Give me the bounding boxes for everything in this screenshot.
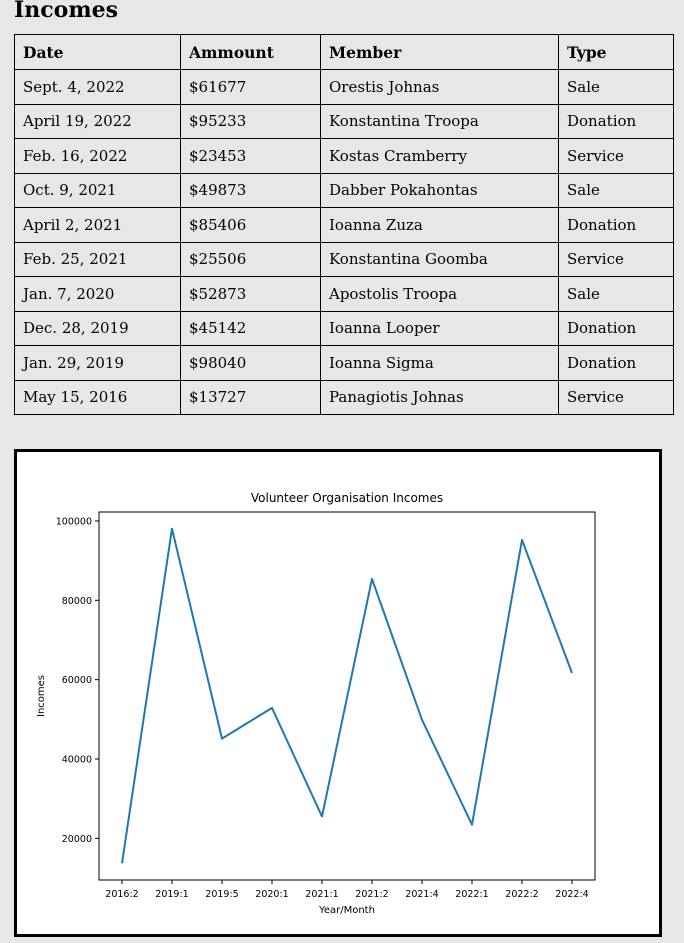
- cell-date: Oct. 9, 2021: [14, 172, 181, 208]
- table-header: Date Ammount Member Type: [14, 34, 674, 70]
- cell-amount: $13727: [180, 379, 321, 415]
- page-title: Incomes: [14, 0, 119, 23]
- x-tick-label: 2021:4: [405, 889, 438, 900]
- x-tick-label: 2020:1: [255, 889, 288, 900]
- cell-amount: $49873: [180, 172, 321, 208]
- chart-title: Volunteer Organisation Incomes: [251, 491, 443, 505]
- chart-container: Volunteer Organisation Incomes 20000 4000…: [14, 449, 662, 937]
- x-tick-label: 2022:1: [455, 889, 488, 900]
- table-row: Feb. 25, 2021 $25506 Konstantina Goomba Ser…: [14, 241, 674, 277]
- column-header-type: Type: [558, 34, 674, 70]
- cell-member: Ioanna Sigma: [320, 345, 559, 381]
- y-tick-label: 100000: [56, 516, 92, 527]
- table-row: April 2, 2021 $85406 Ioanna Zuza Donation: [14, 207, 674, 243]
- x-tick-label: 2022:2: [505, 889, 538, 900]
- cell-amount: $45142: [180, 310, 321, 346]
- x-axis: 2016:2 2019:1 2019:5 2020:1 2021:1 2021:2 2021…: [105, 880, 589, 900]
- cell-type: Donation: [558, 207, 674, 243]
- cell-member: Ioanna Looper: [320, 310, 559, 346]
- cell-date: Dec. 28, 2019: [14, 310, 181, 346]
- x-tick-label: 2021:1: [305, 889, 338, 900]
- x-tick-label: 2019:1: [155, 889, 188, 900]
- table-header-row: Date Ammount Member Type: [14, 34, 674, 70]
- cell-type: Sale: [558, 69, 674, 105]
- cell-amount: $61677: [180, 69, 321, 105]
- cell-date: Jan. 29, 2019: [14, 345, 181, 381]
- cell-type: Sale: [558, 172, 674, 208]
- table-row: May 15, 2016 $13727 Panagiotis Johnas Servi…: [14, 379, 674, 415]
- cell-member: Konstantina Troopa: [320, 103, 559, 139]
- column-header-date: Date: [14, 34, 181, 70]
- cell-type: Service: [558, 241, 674, 277]
- cell-type: Sale: [558, 276, 674, 312]
- cell-member: Konstantina Goomba: [320, 241, 559, 277]
- y-axis-label: Incomes: [36, 675, 47, 717]
- x-axis-label: Year/Month: [318, 905, 375, 916]
- y-tick-label: 60000: [62, 675, 92, 686]
- y-tick-label: 40000: [62, 755, 92, 766]
- table-row: April 19, 2022 $95233 Konstantina Troopa Do…: [14, 103, 674, 139]
- cell-amount: $25506: [180, 241, 321, 277]
- column-header-member: Member: [320, 34, 559, 70]
- y-axis: 20000 40000 60000 80000 100000: [56, 516, 99, 845]
- x-tick-label: 2021:2: [355, 889, 388, 900]
- cell-member: Panagiotis Johnas: [320, 379, 559, 415]
- cell-date: Sept. 4, 2022: [14, 69, 181, 105]
- cell-date: April 2, 2021: [14, 207, 181, 243]
- column-header-amount: Ammount: [180, 34, 321, 70]
- table-row: Jan. 7, 2020 $52873 Apostolis Troopa Sale: [14, 276, 674, 312]
- cell-date: Feb. 25, 2021: [14, 241, 181, 277]
- cell-type: Donation: [558, 345, 674, 381]
- table-body: Sept. 4, 2022 $61677 Orestis Johnas Sale Apr…: [14, 69, 674, 415]
- x-tick-label: 2019:5: [205, 889, 238, 900]
- cell-amount: $95233: [180, 103, 321, 139]
- x-tick-label: 2022:4: [555, 889, 588, 900]
- cell-member: Ioanna Zuza: [320, 207, 559, 243]
- cell-member: Orestis Johnas: [320, 69, 559, 105]
- cell-type: Service: [558, 138, 674, 174]
- cell-date: May 15, 2016: [14, 379, 181, 415]
- cell-member: Kostas Cramberry: [320, 138, 559, 174]
- table-row: Jan. 29, 2019 $98040 Ioanna Sigma Donation: [14, 345, 674, 381]
- table-row: Dec. 28, 2019 $45142 Ioanna Looper Donation: [14, 310, 674, 346]
- table-row: Feb. 16, 2022 $23453 Kostas Cramberry Servi…: [14, 138, 674, 174]
- x-tick-label: 2016:2: [105, 889, 138, 900]
- cell-amount: $85406: [180, 207, 321, 243]
- cell-type: Service: [558, 379, 674, 415]
- cell-member: Dabber Pokahontas: [320, 172, 559, 208]
- y-tick-label: 20000: [62, 834, 92, 845]
- y-tick-label: 80000: [62, 596, 92, 607]
- series-line: [121, 527, 573, 864]
- cell-amount: $52873: [180, 276, 321, 312]
- cell-date: Jan. 7, 2020: [14, 276, 181, 312]
- cell-member: Apostolis Troopa: [320, 276, 559, 312]
- cell-date: April 19, 2022: [14, 103, 181, 139]
- incomes-table: Date Ammount Member Type Sept. 4, 2022 $6…: [14, 34, 674, 415]
- cell-type: Donation: [558, 310, 674, 346]
- income-line-chart: Volunteer Organisation Incomes 20000 4000…: [36, 491, 596, 916]
- cell-date: Feb. 16, 2022: [14, 138, 181, 174]
- cell-amount: $98040: [180, 345, 321, 381]
- cell-type: Donation: [558, 103, 674, 139]
- table-row: Oct. 9, 2021 $49873 Dabber Pokahontas Sale: [14, 172, 674, 208]
- table-row: Sept. 4, 2022 $61677 Orestis Johnas Sale: [14, 69, 674, 105]
- cell-amount: $23453: [180, 138, 321, 174]
